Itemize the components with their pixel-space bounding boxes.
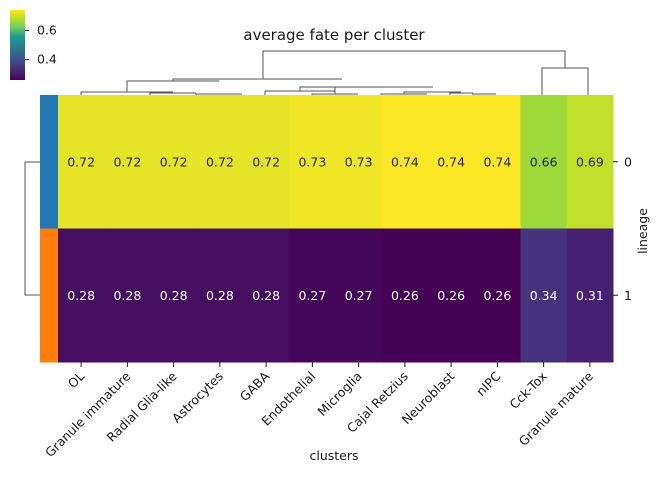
- cell-value-label: 0.72: [160, 154, 188, 169]
- heatmap-cell: [104, 95, 151, 229]
- colorbar-ticks: 0.6 0.4: [25, 22, 57, 67]
- column-dendrogram: [80, 50, 589, 95]
- heatmap-cell: [520, 228, 568, 363]
- cell-value-label: 0.26: [391, 288, 419, 303]
- x-tick-label: Granule immature: [42, 368, 134, 460]
- cell-value-label: 0.72: [113, 154, 141, 169]
- cell-value-label: 0.31: [576, 288, 604, 303]
- x-tick-label: Cck-Tox: [506, 369, 549, 412]
- cell-value-label: 0.26: [483, 288, 511, 303]
- row-dendrogram: [24, 161, 40, 296]
- cell-value-label: 0.73: [298, 154, 326, 169]
- cell-value-label: 0.27: [298, 288, 326, 303]
- cell-value-label: 0.28: [206, 288, 234, 303]
- cell-value-label: 0.28: [113, 288, 141, 303]
- heatmap-cell: [520, 95, 568, 229]
- cell-value-label: 0.74: [483, 154, 511, 169]
- heatmap-cell: [243, 228, 290, 363]
- heatmap-cell: [196, 228, 244, 363]
- cell-value-label: 0.27: [345, 288, 373, 303]
- cell-value-label: 0.26: [437, 288, 465, 303]
- x-axis-label: clusters: [309, 448, 358, 463]
- cell-value-label: 0.74: [391, 154, 419, 169]
- x-tick-label: GABA: [237, 368, 273, 404]
- heatmap-cell: [58, 95, 105, 229]
- heatmap-cell: [381, 95, 429, 229]
- row-color-1: [40, 228, 58, 363]
- heatmap-cell: [428, 228, 475, 363]
- heatmap-cell: [243, 95, 290, 229]
- y-axis-ticks: 01: [613, 154, 632, 303]
- heatmap-cell: [335, 95, 383, 229]
- cell-value-label: 0.66: [530, 154, 558, 169]
- heatmap-cell: [474, 228, 521, 363]
- cell-value-label: 0.74: [437, 154, 465, 169]
- heatmap-cell: [381, 228, 429, 363]
- heatmap-cells: [58, 95, 614, 363]
- cell-value-label: 0.28: [252, 288, 280, 303]
- y-tick-label: 0: [624, 154, 632, 169]
- heatmap-cell: [289, 95, 336, 229]
- cell-value-label: 0.28: [160, 288, 188, 303]
- cell-value-label: 0.73: [345, 154, 373, 169]
- heatmap-cell: [566, 95, 614, 229]
- colorbar-tick-label: 0.4: [37, 52, 57, 67]
- heatmap-cell: [289, 228, 336, 363]
- cell-value-label: 0.69: [576, 154, 604, 169]
- x-tick-label: nIPC: [473, 368, 504, 399]
- colorbar: [10, 10, 25, 80]
- heatmap-cell: [58, 228, 105, 363]
- row-color-strip: [40, 95, 58, 363]
- chart-title: average fate per cluster: [243, 26, 425, 44]
- cell-value-label: 0.72: [67, 154, 95, 169]
- cell-value-label: 0.34: [530, 288, 558, 303]
- heatmap-cell: [196, 95, 244, 229]
- cell-value-label: 0.72: [206, 154, 234, 169]
- heatmap-cell: [428, 95, 475, 229]
- heatmap-annotations: 0.72 0.72 0.72 0.72 0.72 0.73 0.73 0.74 0.74 0.74…: [67, 154, 604, 303]
- cell-value-label: 0.28: [67, 288, 95, 303]
- y-axis-label: lineage: [635, 208, 650, 254]
- y-tick-label: 1: [624, 288, 632, 303]
- heatmap-cell: [104, 228, 151, 363]
- heatmap-cell: [566, 228, 614, 363]
- row-color-0: [40, 95, 58, 229]
- heatmap-cell: [335, 228, 383, 363]
- heatmap-cell: [474, 95, 521, 229]
- x-tick-label: OL: [65, 368, 88, 391]
- heatmap-cell: [150, 95, 198, 229]
- heatmap-cell: [150, 228, 198, 363]
- cell-value-label: 0.72: [252, 154, 280, 169]
- colorbar-tick-label: 0.6: [37, 22, 57, 37]
